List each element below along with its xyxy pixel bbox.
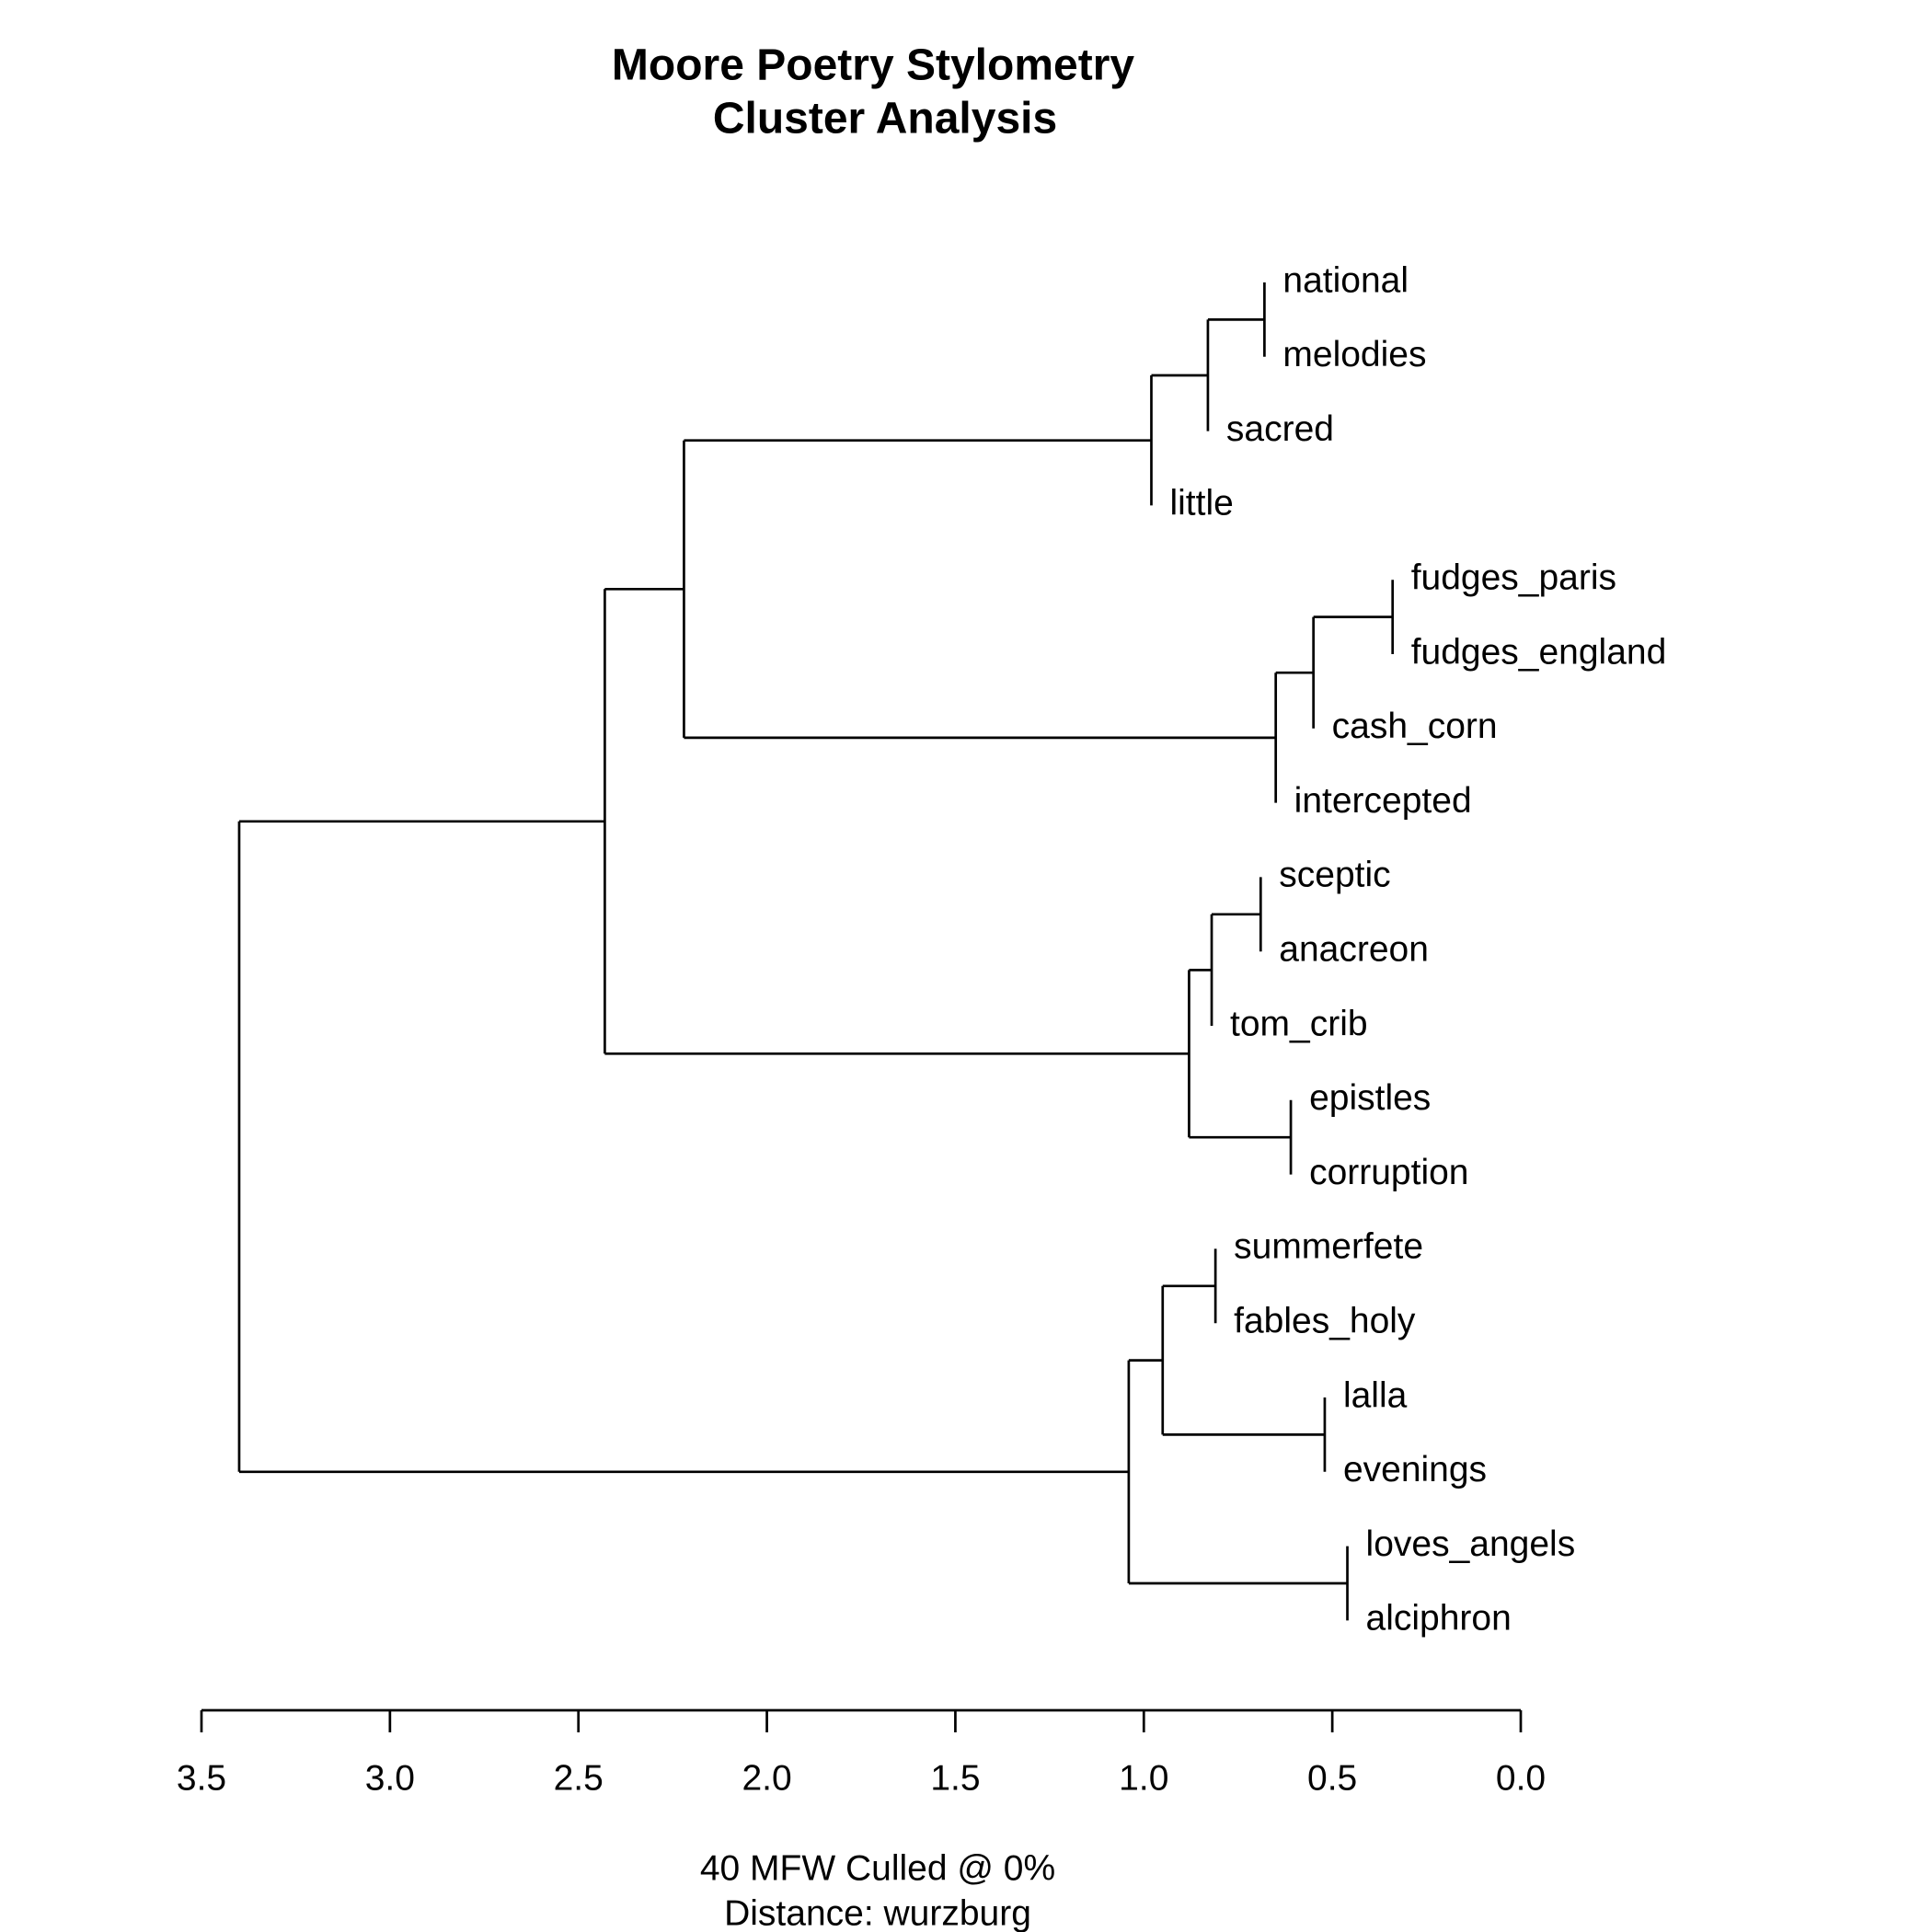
leaf-label: fudges_england bbox=[1411, 632, 1667, 672]
leaf-label: cash_corn bbox=[1332, 707, 1498, 746]
x-axis-label: 40 MFW Culled @ 0% bbox=[700, 1848, 1055, 1888]
leaf-label: lalla bbox=[1343, 1375, 1408, 1415]
x-tick-label: 2.5 bbox=[554, 1758, 604, 1798]
leaf-label: intercepted bbox=[1294, 781, 1472, 821]
leaf-label: sceptic bbox=[1279, 856, 1390, 895]
x-tick-label: 2.0 bbox=[742, 1758, 791, 1798]
x-tick-label: 1.5 bbox=[930, 1758, 980, 1798]
chart-title: Moore Poetry Stylometry bbox=[612, 41, 1134, 90]
chart-title: Cluster Analysis bbox=[713, 95, 1057, 144]
leaf-label: corruption bbox=[1309, 1153, 1468, 1192]
leaf-label: fudges_paris bbox=[1411, 558, 1616, 597]
x-tick-label: 0.0 bbox=[1496, 1758, 1546, 1798]
x-axis-label: Distance: wurzburg bbox=[724, 1893, 1031, 1932]
leaf-label: loves_angels bbox=[1366, 1524, 1576, 1564]
leaf-label: melodies bbox=[1282, 335, 1426, 374]
leaf-label: tom_crib bbox=[1230, 1004, 1368, 1043]
leaf-label: epistles bbox=[1309, 1078, 1431, 1118]
x-tick-label: 3.5 bbox=[177, 1758, 226, 1798]
x-tick-label: 0.5 bbox=[1307, 1758, 1357, 1798]
x-tick-label: 3.0 bbox=[365, 1758, 415, 1798]
leaf-label: evenings bbox=[1343, 1450, 1487, 1489]
leaf-label: alciphron bbox=[1366, 1599, 1512, 1639]
leaf-label: little bbox=[1169, 484, 1233, 523]
leaf-label: sacred bbox=[1226, 409, 1334, 449]
leaf-label: summerfete bbox=[1234, 1227, 1423, 1267]
leaf-label: national bbox=[1282, 260, 1409, 300]
leaf-label: anacreon bbox=[1279, 929, 1429, 969]
leaf-label: fables_holy bbox=[1234, 1301, 1416, 1340]
x-tick-label: 1.0 bbox=[1119, 1758, 1168, 1798]
